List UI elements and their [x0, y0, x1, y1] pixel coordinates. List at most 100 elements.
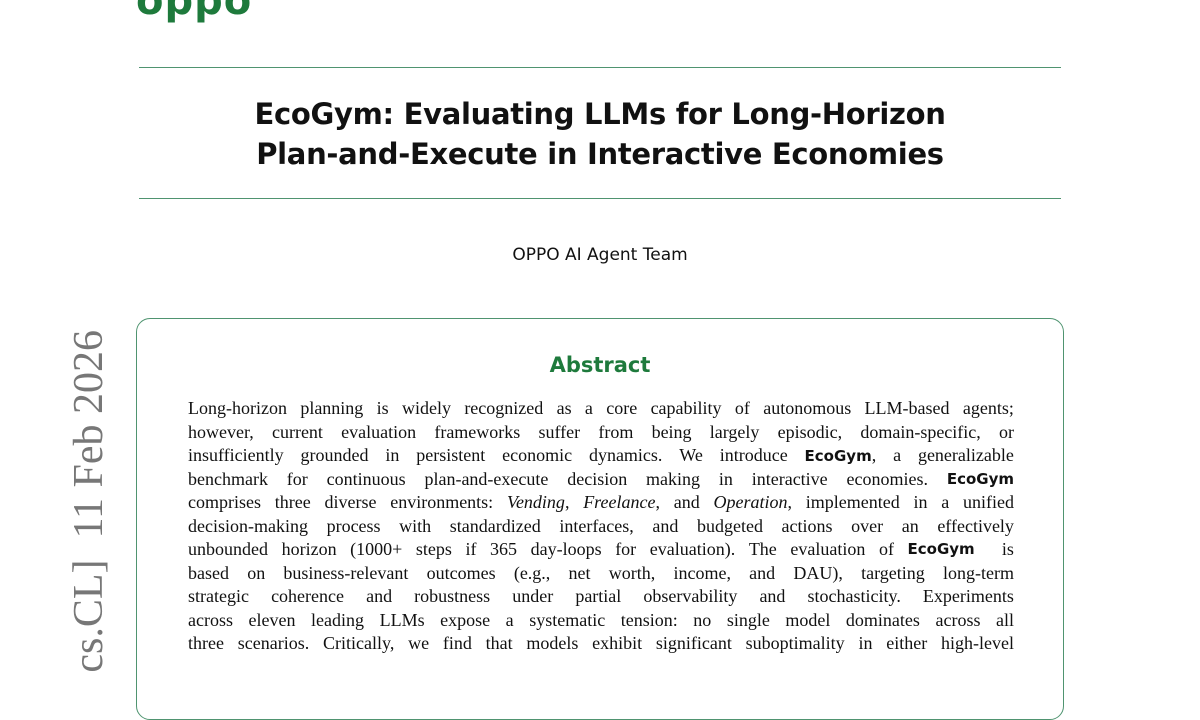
abstract-word: economies. [846, 468, 928, 489]
abstract-word: on [247, 562, 266, 583]
abstract-word: scenarios. [237, 633, 310, 653]
abstract-word: agents; [962, 398, 1014, 418]
abstract-word: for [615, 539, 637, 559]
abstract-word: persistent [416, 445, 486, 465]
abstract-word: stochasticity. [807, 586, 901, 606]
abstract-box: Abstract Long-horizon planning is widely rec… [136, 318, 1064, 720]
abstract-word: Critically, [323, 633, 395, 653]
abstract-word: income, [673, 562, 731, 583]
abstract-word: The [748, 539, 777, 559]
abstract-word: under [512, 586, 554, 606]
abstract-word: over [851, 515, 884, 536]
abstract-word: either [886, 633, 928, 653]
abstract-word: unified [962, 492, 1014, 512]
abstract-word: an [901, 515, 919, 536]
abstract-word: planning [300, 398, 364, 418]
abstract-word: capability [650, 398, 722, 418]
abstract-word: across [188, 609, 233, 630]
abstract-word: a [893, 445, 902, 465]
abstract-word: and [759, 586, 786, 606]
abstract-word: in [858, 633, 873, 653]
abstract-line: insufficiently grounded in persistent econom… [188, 444, 1014, 468]
abstract-word: for [286, 468, 308, 489]
abstract-word: and [652, 515, 679, 536]
abstract-word: single [726, 609, 770, 630]
abstract-word: , [787, 492, 792, 512]
abstract-word: find [442, 633, 472, 653]
abstract-line: strategic coherence and robustness under part… [188, 585, 1014, 609]
abstract-word: as [556, 398, 572, 418]
abstract-word: a [584, 398, 593, 418]
abstract-word: business-relevant [283, 562, 409, 583]
abstract-word: net [568, 562, 591, 583]
abstract-word: benchmark [188, 468, 268, 489]
abstract-word: eleven [248, 609, 296, 630]
abstract-word: a [505, 609, 514, 630]
abstract-word: suboptimality [745, 633, 845, 653]
abstract-word: evaluation). [649, 539, 736, 559]
abstract-word: implemented [805, 492, 900, 512]
abstract-word: , [655, 492, 660, 512]
abstract-word: insufficiently [188, 445, 284, 465]
abstract-word: frameworks [434, 421, 521, 442]
abstract-line: based on business-relevant outcomes (e.g., ne… [188, 562, 1014, 586]
abstract-word: long-term [942, 562, 1014, 583]
abstract-word: worth, [608, 562, 656, 583]
abstract-word: recognized [464, 398, 544, 418]
abstract-word: interfaces, [559, 515, 634, 536]
abstract-word: EcoGym [946, 469, 1014, 488]
abstract-word: from [598, 421, 634, 442]
abstract-word: process [326, 515, 381, 536]
abstract-word: or [999, 421, 1014, 442]
abstract-word: autonomous [763, 398, 852, 418]
abstract-word-group: Operation, [713, 491, 792, 515]
abstract-word: environments: [390, 492, 494, 512]
abstract-word: dominates [845, 609, 920, 630]
abstract-word: of [878, 539, 894, 559]
abstract-word: we [408, 633, 430, 653]
abstract-word: systematic [529, 609, 606, 630]
abstract-line: comprises three diverse environments: Vendin… [188, 491, 1014, 515]
abstract-word: making [646, 468, 701, 489]
abstract-word: widely [401, 398, 451, 418]
abstract-word: plan-and-execute [424, 468, 549, 489]
abstract-word: Freelance [583, 492, 656, 512]
abstract-word: decision [567, 468, 628, 489]
abstract-word: economic [502, 445, 573, 465]
abstract-word: based [188, 562, 229, 583]
abstract-word: diverse [324, 492, 377, 512]
abstract-word: Long-horizon [188, 398, 287, 418]
arxiv-stamp: cs.CL] 11 Feb 2026 [66, 330, 112, 673]
abstract-word: strategic [188, 586, 249, 606]
abstract-line: three scenarios. Critically, we find that mode… [188, 632, 1014, 656]
abstract-word: budgeted [696, 515, 763, 536]
abstract-word: generalizable [917, 445, 1014, 465]
abstract-body: Long-horizon planning is widely recognized as… [188, 397, 1014, 656]
abstract-word: being [651, 421, 692, 442]
abstract-word: current [271, 421, 323, 442]
title-line: Plan-and-Execute in Interactive Economie… [256, 137, 944, 171]
abstract-word: Vending [506, 492, 565, 512]
abstract-word: exhibit [592, 633, 643, 653]
abstract-line: benchmark for continuous plan-and-execute de… [188, 468, 1014, 492]
abstract-word: domain-specific, [860, 421, 981, 442]
abstract-word: 365 [490, 539, 518, 559]
abstract-word: models [526, 633, 579, 653]
abstract-word: interactive [751, 468, 828, 489]
abstract-word: EcoGym [907, 540, 975, 558]
abstract-word: Experiments [922, 586, 1014, 606]
abstract-word: however, [188, 421, 254, 442]
abstract-word: that [485, 633, 513, 653]
abstract-word: core [606, 398, 638, 418]
abstract-word: We [679, 445, 703, 465]
abstract-word: if [465, 539, 477, 559]
abstract-word: is [376, 398, 389, 418]
abstract-word: LLM-based [864, 398, 950, 418]
abstract-word-group: Freelance, [583, 491, 660, 515]
abstract-word: all [996, 609, 1014, 630]
abstract-word-group: EcoGym, [805, 444, 877, 468]
abstract-word: LLMs [379, 609, 425, 630]
abstract-word: horizon [281, 539, 337, 559]
abstract-word: dynamics. [588, 445, 663, 465]
abstract-word: and [749, 562, 776, 583]
